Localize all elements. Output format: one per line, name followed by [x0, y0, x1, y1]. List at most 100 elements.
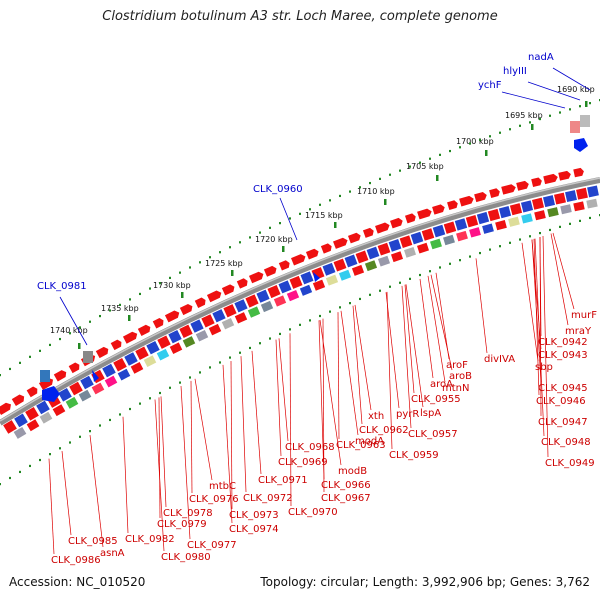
kbp-major-tick	[282, 246, 285, 252]
gene-box	[179, 324, 193, 339]
gene-box-shape	[201, 314, 215, 328]
outer-tick-dot	[369, 181, 371, 185]
gene-box-shape	[289, 275, 303, 289]
gene-box-lower	[586, 198, 598, 209]
inner-label-leader	[401, 285, 412, 429]
inner-label-leader	[48, 458, 55, 555]
outer-label-leader	[279, 197, 298, 241]
inner-gene-label: CLK_0967	[321, 493, 371, 504]
gene-box	[443, 221, 457, 234]
gene-box-shape	[179, 324, 193, 339]
outer-tick-dot	[519, 124, 521, 127]
gene-box-shape	[212, 309, 226, 323]
inner-gene-label: CLK_0986	[51, 555, 101, 566]
map-title: Clostridium botulinum A3 str. Loch Maree…	[102, 9, 498, 24]
outer-tick-dot	[479, 138, 481, 141]
outer-feature-box	[580, 115, 590, 127]
gene-box-lower-shape	[456, 230, 468, 242]
gene-box-shape	[509, 203, 523, 216]
inner-tick-dot	[0, 483, 1, 486]
gene-box-lower	[521, 213, 533, 224]
inner-label-leader	[539, 236, 542, 417]
gene-arrow-shape	[137, 324, 151, 337]
gene-arrow-forward	[53, 370, 67, 382]
gene-arrow-shape	[362, 227, 374, 238]
inner-tick-dot	[79, 435, 81, 438]
gene-box	[377, 242, 391, 256]
inner-gene-label: modB	[338, 466, 367, 477]
outer-tick-dot	[189, 266, 191, 269]
gene-box-shape	[157, 335, 171, 349]
gene-box	[14, 413, 28, 428]
inner-label-leader	[534, 238, 545, 437]
outer-label-leader	[552, 67, 591, 91]
kbp-label: 1705 kbp	[406, 162, 444, 171]
gene-box	[465, 215, 479, 228]
gene-box-shape	[278, 280, 292, 294]
outer-tick-dot	[489, 135, 491, 138]
gene-box-lower-shape	[234, 312, 248, 324]
gene-box-lower	[260, 300, 274, 313]
gene-arrow-shape	[474, 191, 487, 203]
gene-box-lower	[221, 317, 235, 330]
kbp-major-tick	[384, 199, 387, 205]
inner-tick-dot	[339, 306, 341, 309]
inner-tick-dot	[369, 293, 371, 296]
outer-tick-dot	[509, 128, 511, 131]
outer-tick-dot	[379, 177, 381, 180]
outer-tick-dot	[89, 320, 91, 323]
inner-label-leader	[251, 350, 262, 475]
kbp-label: 1690 kbp	[557, 85, 595, 94]
inner-label-leader	[322, 318, 325, 493]
gene-box-lower	[338, 269, 352, 281]
gene-arrow-forward	[543, 173, 558, 185]
inner-label-leader	[475, 258, 488, 354]
outer-tick-dot	[259, 231, 261, 234]
inner-tick-dot	[549, 228, 551, 232]
gene-box-lower	[456, 230, 468, 242]
outer-tick-dot	[499, 131, 501, 134]
inner-gene-label: sbp	[535, 362, 553, 373]
inner-tick-dot	[449, 262, 451, 265]
gene-arrow-shape	[333, 237, 348, 249]
gene-arrow-forward	[459, 195, 474, 207]
gene-box-shape	[587, 185, 599, 198]
gene-box	[432, 224, 446, 238]
gene-box-lower	[547, 207, 559, 218]
outer-tick-dot	[339, 194, 341, 198]
kbp-label: 1715 kbp	[305, 211, 343, 220]
outer-feature-arrow	[574, 138, 588, 152]
gene-box	[212, 309, 226, 323]
gene-arrow-shape	[152, 317, 164, 329]
gene-box-lower	[573, 201, 585, 212]
inner-label-leader	[419, 278, 434, 379]
gene-arrow-forward	[347, 232, 361, 244]
inner-tick-dot	[249, 346, 251, 350]
gene-box-lower-shape	[547, 207, 559, 218]
gene-arrow-forward	[221, 284, 235, 296]
gene-box-lower	[534, 210, 546, 221]
inner-gene-label: pyrR	[396, 409, 419, 420]
inner-gene-label: mtbC	[209, 481, 236, 492]
inner-tick-dot	[429, 270, 431, 273]
inner-tick-dot	[59, 447, 61, 450]
outer-feature-arrow	[313, 272, 320, 282]
gene-box-lower	[247, 306, 261, 318]
inner-gene-label: CLK_0979	[157, 519, 207, 530]
outer-tick-dot	[459, 146, 461, 149]
inner-tick-dot	[329, 310, 331, 313]
outer-tick-dot	[329, 199, 331, 202]
gene-box-shape	[69, 381, 83, 396]
gene-box	[410, 231, 424, 245]
gene-box-lower-shape	[560, 204, 572, 215]
inner-tick-dot	[389, 285, 391, 288]
inner-tick-dot	[319, 314, 321, 318]
gene-box	[366, 246, 380, 260]
outer-label-leader	[59, 296, 88, 346]
outer-feature-arrow	[92, 370, 99, 382]
gene-arrow-shape	[417, 208, 432, 220]
outer-tick-dot	[119, 303, 121, 306]
inner-label-leader	[160, 396, 167, 508]
gene-box-lower-shape	[534, 210, 546, 221]
inner-label-leader	[533, 238, 540, 396]
